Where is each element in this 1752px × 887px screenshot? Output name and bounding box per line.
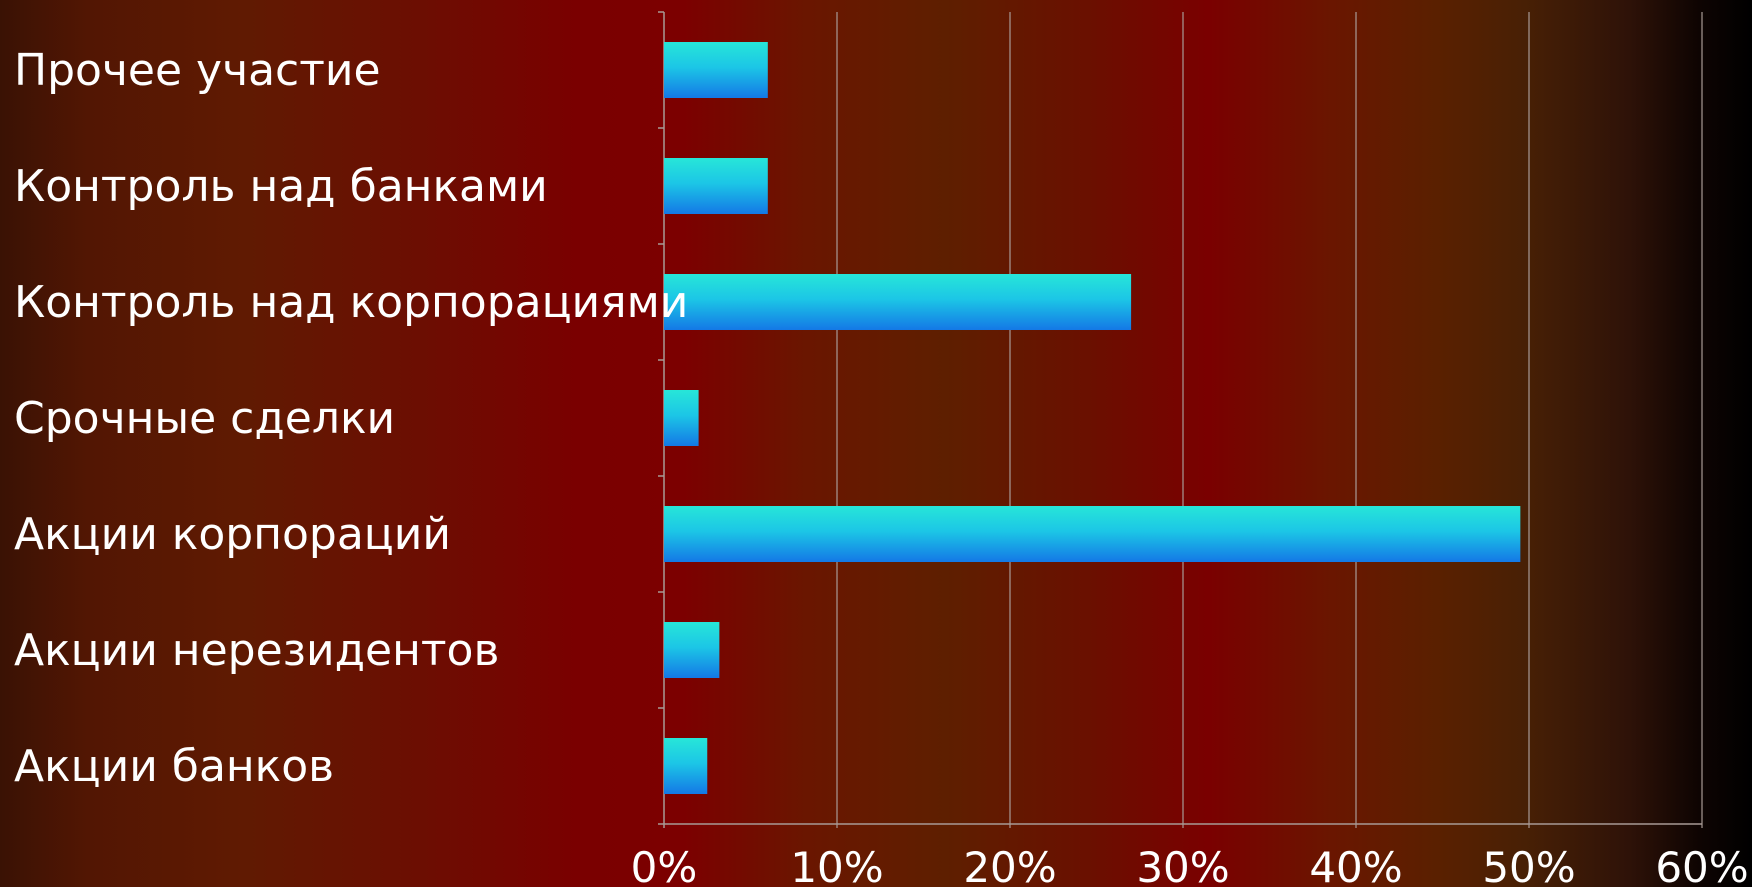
bar — [664, 274, 1132, 330]
bars — [664, 42, 1521, 794]
bar — [664, 158, 768, 214]
bar — [664, 738, 708, 794]
x-tick-label: 60% — [1655, 843, 1748, 887]
x-tick-label: 10% — [790, 843, 883, 887]
category-label: Контроль над банками — [14, 161, 548, 212]
category-label: Срочные сделки — [14, 393, 395, 444]
bar — [664, 42, 768, 98]
x-tick-labels: 0% 10% 20% 30% 40% 50% 60% — [631, 843, 1749, 887]
x-tick-label: 20% — [963, 843, 1056, 887]
category-label: Акции нерезидентов — [14, 625, 499, 676]
x-tick-label: 40% — [1309, 843, 1402, 887]
category-label: Прочее участие — [14, 45, 381, 96]
gridlines — [658, 11, 1703, 828]
category-label: Контроль над корпорациями — [14, 277, 688, 328]
bar — [664, 622, 720, 678]
category-label: Акции корпораций — [14, 509, 451, 560]
x-tick-label: 50% — [1482, 843, 1575, 887]
x-tick-label: 0% — [631, 843, 698, 887]
bar — [664, 390, 699, 446]
category-labels: Прочее участие Контроль над банками Контро… — [14, 45, 688, 792]
category-label: Акции банков — [14, 741, 334, 792]
bar — [664, 506, 1521, 562]
x-tick-label: 30% — [1136, 843, 1229, 887]
